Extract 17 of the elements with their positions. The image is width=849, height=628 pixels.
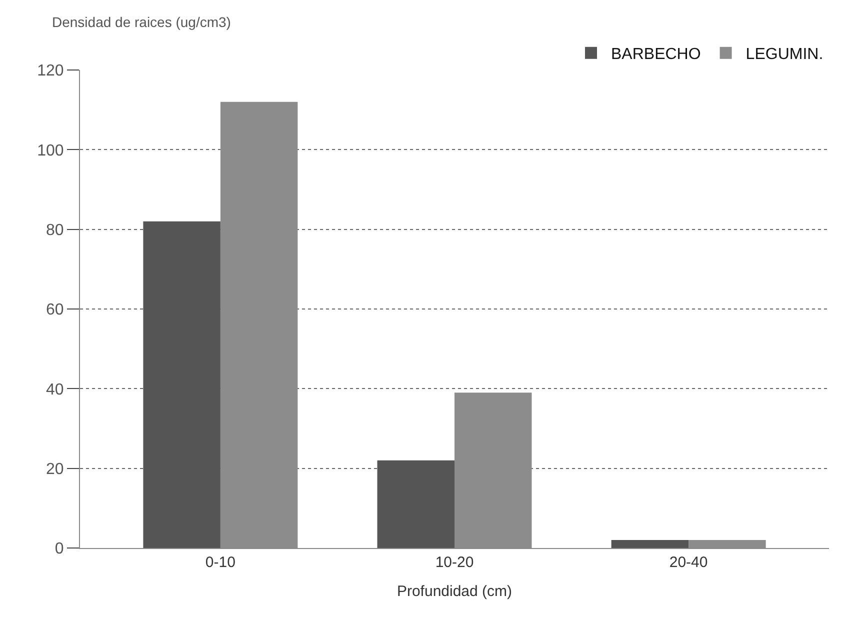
bar [143,221,220,548]
y-tick-label: 0 [54,540,64,558]
y-tick-label: 80 [46,222,64,239]
y-tick-label: 60 [46,302,64,319]
y-axis-title: Densidad de raices (ug/cm3) [52,14,231,30]
y-tick-label: 20 [46,460,64,478]
y-tick-label: 120 [37,62,64,80]
bar [611,540,689,548]
legend-label: BARBECHO [611,46,701,64]
x-tick-label: 0-10 [205,554,236,571]
x-tick-label: 20-40 [669,554,708,571]
y-tick-label: 100 [37,142,64,160]
x-axis-title: Profundidad (cm) [396,583,512,600]
bar [377,460,454,548]
x-tick-label: 10-20 [435,554,474,571]
legend-label: LEGUMIN. [746,46,824,64]
y-tick-label: 40 [46,381,64,398]
